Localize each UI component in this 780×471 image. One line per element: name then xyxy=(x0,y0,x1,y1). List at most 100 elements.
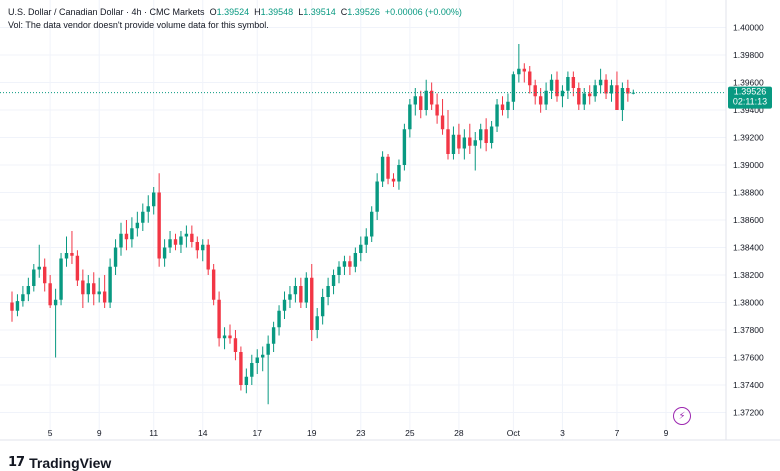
candle-body xyxy=(522,68,526,72)
candle-body xyxy=(582,93,586,105)
up-candle xyxy=(146,195,150,223)
time-tick-label: 5 xyxy=(48,428,53,438)
candle-body xyxy=(375,181,379,212)
candle-body xyxy=(577,88,581,105)
candle-body xyxy=(211,269,216,300)
up-candle xyxy=(380,151,385,187)
candle-body xyxy=(359,244,363,253)
candle-body xyxy=(560,90,565,97)
up-candle xyxy=(375,173,379,220)
up-candle xyxy=(250,354,254,385)
candle-body xyxy=(222,335,227,339)
up-candle xyxy=(37,244,41,278)
candle-body xyxy=(337,266,341,275)
up-candle xyxy=(337,261,341,284)
high-value: 1.39548 xyxy=(260,7,294,17)
price-tick-label: 1.38800 xyxy=(733,188,764,198)
candle-body xyxy=(386,156,390,179)
candle-body xyxy=(353,253,358,267)
candle-body xyxy=(217,299,221,339)
candle-body xyxy=(408,104,412,130)
up-candle xyxy=(261,346,265,372)
up-candle xyxy=(53,288,58,358)
down-candle xyxy=(102,275,107,308)
down-candle xyxy=(484,118,488,152)
down-candle xyxy=(217,291,221,347)
up-candle xyxy=(506,93,510,119)
candle-body xyxy=(190,233,194,242)
down-candle xyxy=(457,123,461,154)
down-candle xyxy=(571,71,576,97)
down-candle xyxy=(538,88,543,113)
candle-body xyxy=(277,310,281,328)
up-candle xyxy=(222,327,227,350)
candle-body xyxy=(440,115,445,130)
candle-body xyxy=(626,88,630,94)
up-candle xyxy=(424,79,428,116)
candles xyxy=(10,44,635,405)
down-candle xyxy=(604,74,608,99)
lightning-bolt-icon[interactable]: ⚡ xyxy=(673,407,691,425)
down-candle xyxy=(533,79,537,105)
candle-body xyxy=(479,129,483,141)
time-tick-label: 9 xyxy=(664,428,669,438)
candle-body xyxy=(250,363,254,377)
down-candle xyxy=(446,110,450,160)
candle-body xyxy=(506,101,510,110)
candle-body xyxy=(429,90,434,105)
up-candle xyxy=(413,88,417,116)
candle-body xyxy=(15,301,20,311)
candle-body xyxy=(64,253,69,259)
price-axis[interactable]: 1.40000 1.39800 1.39600 1.39400 1.39200 1.390… xyxy=(733,23,764,418)
up-candle xyxy=(359,236,363,262)
candle-body xyxy=(271,327,276,344)
volume-note: Vol: The data vendor doesn't provide vol… xyxy=(8,20,269,30)
candle-body xyxy=(266,343,270,355)
up-candle xyxy=(162,239,167,267)
down-candle xyxy=(233,330,238,361)
candle-body xyxy=(304,277,308,303)
low-value: 1.39514 xyxy=(303,7,336,17)
candle-body xyxy=(511,74,516,102)
price-tick-label: 1.38600 xyxy=(733,215,764,225)
price-tick-label: 1.37600 xyxy=(733,353,764,363)
up-candle xyxy=(119,222,123,256)
up-candle xyxy=(141,203,145,231)
time-tick-label: 28 xyxy=(454,428,464,438)
price-tick-label: 1.37200 xyxy=(733,408,764,418)
candle-body xyxy=(435,104,439,116)
candle-body xyxy=(604,79,608,94)
down-candle xyxy=(468,123,472,154)
candle-body xyxy=(288,294,292,300)
down-candle xyxy=(75,250,80,286)
candle-body xyxy=(566,77,570,91)
candle-body xyxy=(124,233,129,240)
candle-body xyxy=(195,242,199,251)
up-candle xyxy=(21,286,25,307)
candle-body xyxy=(152,192,156,207)
candle-body xyxy=(97,291,101,295)
candle-body xyxy=(92,283,96,295)
down-candle xyxy=(348,255,352,275)
candle-body xyxy=(119,233,123,248)
candle-body xyxy=(397,165,401,182)
candle-body xyxy=(544,90,548,105)
price-tick-label: 1.40000 xyxy=(733,23,764,33)
candle-body xyxy=(184,233,189,237)
price-tick-label: 1.38000 xyxy=(733,298,764,308)
up-candle xyxy=(397,159,401,190)
down-candle xyxy=(500,96,505,116)
up-candle xyxy=(511,71,516,110)
candle-body xyxy=(228,335,232,339)
price-tick-label: 1.37400 xyxy=(733,380,764,390)
symbol-title[interactable]: U.S. Dollar / Canadian Dollar · 4h · CMC… xyxy=(8,7,205,17)
down-candle xyxy=(48,275,52,308)
candle-body xyxy=(261,354,265,358)
time-axis[interactable]: 5 9 11 14 17 19 23 25 28 Oct 3 7 9 xyxy=(48,428,669,438)
tradingview-logo[interactable]: 17 TradingView xyxy=(8,455,111,471)
candle-body xyxy=(86,283,90,295)
down-candle xyxy=(173,233,178,251)
candle-body xyxy=(380,156,385,182)
down-candle xyxy=(190,225,194,248)
